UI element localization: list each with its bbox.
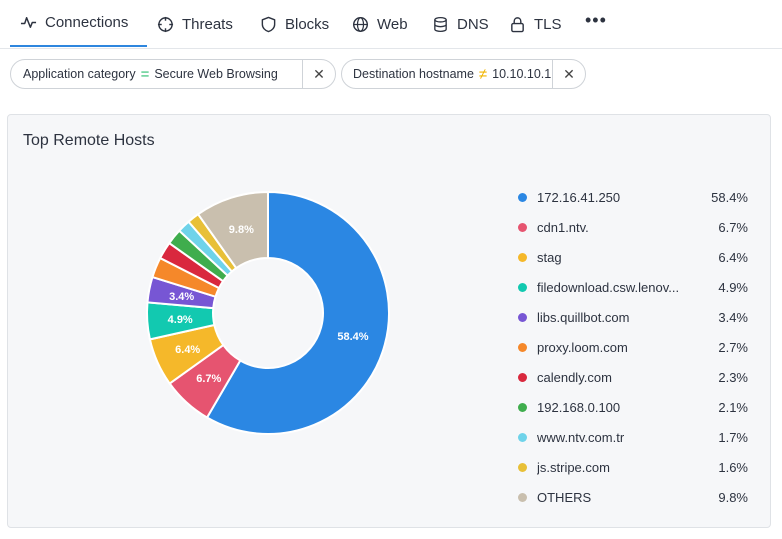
legend-item[interactable]: filedownload.csw.lenov... 4.9% xyxy=(518,277,758,297)
more-menu-button[interactable]: ••• xyxy=(585,10,607,30)
donut-chart: 58.4% 6.7% 6.4% 4.9% 3.4% 9.8% xyxy=(146,190,390,435)
legend-value: 58.4% xyxy=(711,189,748,205)
legend-swatch xyxy=(518,492,527,502)
tab-web[interactable]: Web xyxy=(352,0,408,48)
legend-item[interactable]: cdn1.ntv. 6.7% xyxy=(518,217,758,237)
filter-value: Secure Web Browsing xyxy=(154,67,278,81)
legend-swatch xyxy=(518,252,527,262)
legend-item[interactable]: 192.168.0.100 2.1% xyxy=(518,397,758,417)
legend-value: 2.7% xyxy=(718,339,748,355)
legend-swatch xyxy=(518,222,527,232)
tab-bar: Connections Threats Blocks Web DNS TLS •… xyxy=(0,0,782,49)
tab-tls[interactable]: TLS xyxy=(509,0,562,48)
legend-swatch xyxy=(518,192,527,202)
legend-value: 2.3% xyxy=(718,369,748,385)
legend-item[interactable]: js.stripe.com 1.6% xyxy=(518,457,758,477)
filter-field: Destination hostname xyxy=(353,67,474,81)
legend-label: proxy.loom.com xyxy=(537,339,628,355)
tab-label: Connections xyxy=(45,14,129,31)
legend-item[interactable]: www.ntv.com.tr 1.7% xyxy=(518,427,758,447)
lock-icon xyxy=(511,16,524,32)
legend-item[interactable]: proxy.loom.com 2.7% xyxy=(518,337,758,357)
filter-chip[interactable]: Application category = Secure Web Browsi… xyxy=(10,59,336,89)
donut-slice[interactable] xyxy=(196,190,269,270)
filter-operator: ≠ xyxy=(478,65,488,83)
legend-label: 192.168.0.100 xyxy=(537,399,621,415)
legend-item[interactable]: libs.quillbot.com 3.4% xyxy=(518,307,758,327)
legend-label: calendly.com xyxy=(537,369,612,385)
close-icon[interactable]: ✕ xyxy=(302,60,335,88)
legend-value: 3.4% xyxy=(718,309,748,325)
legend-value: 1.7% xyxy=(718,429,748,445)
legend-label: js.stripe.com xyxy=(537,459,610,475)
database-icon xyxy=(434,16,447,32)
legend-item[interactable]: OTHERS 9.8% xyxy=(518,487,758,507)
globe-icon xyxy=(352,16,369,32)
slice-value-label: 4.9% xyxy=(168,314,193,326)
legend-label: stag xyxy=(537,249,562,265)
donut-slice[interactable] xyxy=(205,190,390,435)
filter-operator: = xyxy=(140,65,150,83)
tab-dns[interactable]: DNS xyxy=(432,0,489,48)
filter-chip[interactable]: Destination hostname ≠ 10.10.10.1 ✕ xyxy=(341,59,586,89)
legend-item[interactable]: calendly.com 2.3% xyxy=(518,367,758,387)
legend-value: 6.7% xyxy=(718,219,748,235)
legend-label: cdn1.ntv. xyxy=(537,219,589,235)
filter-field: Application category xyxy=(23,67,136,81)
top-remote-hosts-panel: Top Remote Hosts 58.4% 6.7% 6.4% 4.9% 3.4% 9.… xyxy=(7,114,771,528)
legend-label: www.ntv.com.tr xyxy=(537,429,625,445)
legend-swatch xyxy=(518,312,527,322)
legend-label: libs.quillbot.com xyxy=(537,309,630,325)
tab-label: DNS xyxy=(457,15,489,33)
crosshair-icon xyxy=(157,16,174,32)
legend-label: OTHERS xyxy=(537,489,592,505)
slice-value-label: 3.4% xyxy=(169,291,194,303)
slice-value-label: 9.8% xyxy=(229,224,254,236)
legend-label: 172.16.41.250 xyxy=(537,189,621,205)
legend-item[interactable]: 172.16.41.250 58.4% xyxy=(518,187,758,207)
legend-swatch xyxy=(518,432,527,442)
legend-value: 6.4% xyxy=(718,249,748,265)
tab-label: TLS xyxy=(534,15,562,33)
close-icon[interactable]: ✕ xyxy=(552,60,585,88)
legend-value: 2.1% xyxy=(718,399,748,415)
slice-value-label: 58.4% xyxy=(337,331,368,343)
legend-swatch xyxy=(518,402,527,412)
legend-swatch xyxy=(518,462,527,472)
legend-item[interactable]: stag 6.4% xyxy=(518,247,758,267)
tab-label: Threats xyxy=(182,15,233,33)
legend-value: 9.8% xyxy=(718,489,748,505)
legend-swatch xyxy=(518,342,527,352)
legend-swatch xyxy=(518,372,527,382)
panel-title: Top Remote Hosts xyxy=(23,132,155,149)
slice-value-label: 6.4% xyxy=(175,344,200,356)
slice-value-label: 6.7% xyxy=(196,373,221,385)
legend-label: filedownload.csw.lenov... xyxy=(537,279,680,295)
tab-connections[interactable]: Connections xyxy=(10,0,147,47)
legend-swatch xyxy=(518,282,527,292)
tab-label: Blocks xyxy=(285,15,330,33)
tab-blocks[interactable]: Blocks xyxy=(260,0,329,48)
legend-value: 4.9% xyxy=(718,279,748,295)
activity-icon xyxy=(20,17,37,28)
shield-icon xyxy=(261,16,276,32)
tab-threats[interactable]: Threats xyxy=(157,0,233,48)
tab-label: Web xyxy=(377,15,408,33)
filter-value: 10.10.10.1 xyxy=(492,67,552,81)
legend-value: 1.6% xyxy=(718,459,748,475)
